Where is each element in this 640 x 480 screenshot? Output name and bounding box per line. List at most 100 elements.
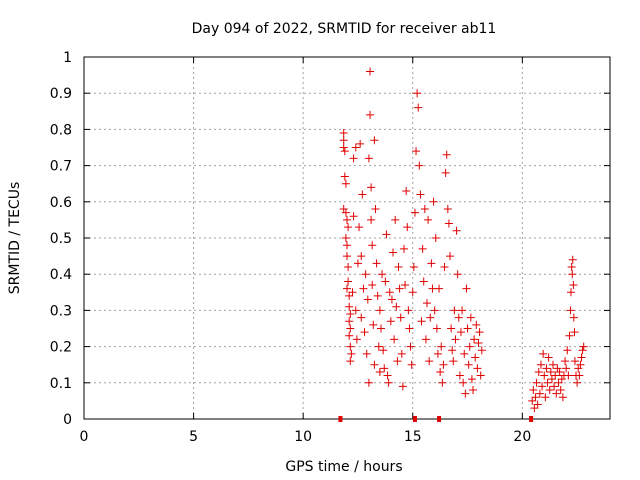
data-point — [417, 317, 426, 326]
data-point — [551, 371, 560, 380]
data-point — [563, 346, 572, 355]
data-point — [367, 215, 376, 224]
data-point — [372, 259, 381, 268]
data-point — [348, 288, 357, 297]
data-point — [402, 186, 411, 195]
y-tick-label: 0.9 — [50, 86, 72, 102]
data-point — [422, 299, 431, 308]
y-tick-label: 0 — [63, 412, 72, 428]
data-point — [562, 364, 571, 373]
y-tick-label: 1 — [63, 50, 72, 66]
data-point — [397, 349, 406, 358]
data-point — [401, 281, 410, 290]
data-point — [346, 342, 355, 351]
data-point — [378, 270, 387, 279]
data-point — [458, 306, 467, 315]
data-point — [390, 335, 399, 344]
data-point — [556, 386, 565, 395]
data-point — [341, 208, 350, 217]
data-point — [345, 291, 354, 300]
zero-marker — [529, 416, 534, 422]
data-points — [338, 67, 588, 422]
data-point — [344, 277, 353, 286]
data-point — [449, 357, 458, 366]
data-point — [343, 215, 351, 224]
data-point — [351, 143, 360, 152]
data-point — [441, 168, 450, 177]
data-point — [352, 335, 361, 344]
data-point — [357, 252, 366, 261]
data-point — [360, 328, 369, 337]
data-point — [343, 241, 351, 250]
data-point — [564, 371, 573, 380]
data-point — [433, 349, 442, 358]
data-point — [549, 360, 558, 369]
data-point — [420, 205, 429, 214]
y-tick-label: 0.2 — [50, 340, 72, 356]
data-point — [386, 317, 395, 326]
data-point — [552, 389, 561, 398]
data-point — [558, 393, 567, 402]
data-point — [431, 234, 440, 242]
data-point — [427, 259, 436, 268]
zero-marker — [412, 416, 417, 422]
data-point — [470, 335, 479, 344]
data-point — [421, 335, 430, 344]
data-point — [475, 328, 484, 337]
data-point — [532, 378, 541, 387]
data-point — [343, 252, 351, 261]
data-point — [355, 223, 364, 232]
data-point — [452, 226, 461, 235]
data-point — [450, 306, 459, 315]
data-point — [414, 103, 423, 112]
data-point — [466, 313, 475, 322]
data-point — [375, 367, 384, 376]
data-point — [544, 353, 553, 362]
data-point — [380, 364, 389, 373]
data-point — [554, 378, 563, 387]
data-point — [476, 371, 485, 380]
data-point — [403, 223, 412, 232]
data-point — [435, 284, 444, 293]
data-point — [407, 360, 416, 369]
data-point — [436, 367, 445, 376]
data-point — [471, 353, 480, 362]
data-point — [467, 375, 476, 384]
data-point — [418, 244, 427, 253]
data-point — [358, 190, 367, 199]
data-point — [373, 291, 382, 300]
chart-title: Day 094 of 2022, SRMTID for receiver ab1… — [192, 21, 497, 37]
data-point — [340, 172, 349, 181]
data-point — [430, 306, 439, 315]
x-tick-label: 15 — [404, 429, 422, 445]
data-point — [387, 295, 396, 304]
data-point — [570, 328, 579, 337]
data-point — [569, 281, 578, 290]
data-point — [447, 324, 456, 333]
x-axis-label: GPS time / hours — [285, 459, 402, 475]
data-point — [341, 179, 350, 188]
data-point — [566, 288, 575, 297]
data-point — [568, 270, 577, 279]
data-point — [376, 324, 385, 333]
data-point — [346, 357, 355, 366]
y-tick-label: 0.4 — [50, 267, 72, 283]
data-point — [460, 349, 469, 358]
data-point — [535, 389, 544, 398]
data-point — [345, 331, 354, 340]
data-point — [368, 281, 377, 290]
data-point — [459, 378, 468, 387]
data-point — [462, 284, 471, 293]
data-point — [339, 136, 348, 145]
data-point — [398, 382, 407, 391]
data-point — [578, 346, 587, 355]
data-point — [579, 342, 588, 351]
data-point — [349, 212, 358, 221]
data-point — [371, 205, 380, 214]
data-point — [439, 360, 448, 369]
data-point — [343, 284, 351, 293]
y-tick-label: 0.5 — [50, 231, 72, 247]
data-point — [346, 310, 355, 319]
data-point — [385, 288, 394, 297]
data-point — [463, 324, 472, 333]
